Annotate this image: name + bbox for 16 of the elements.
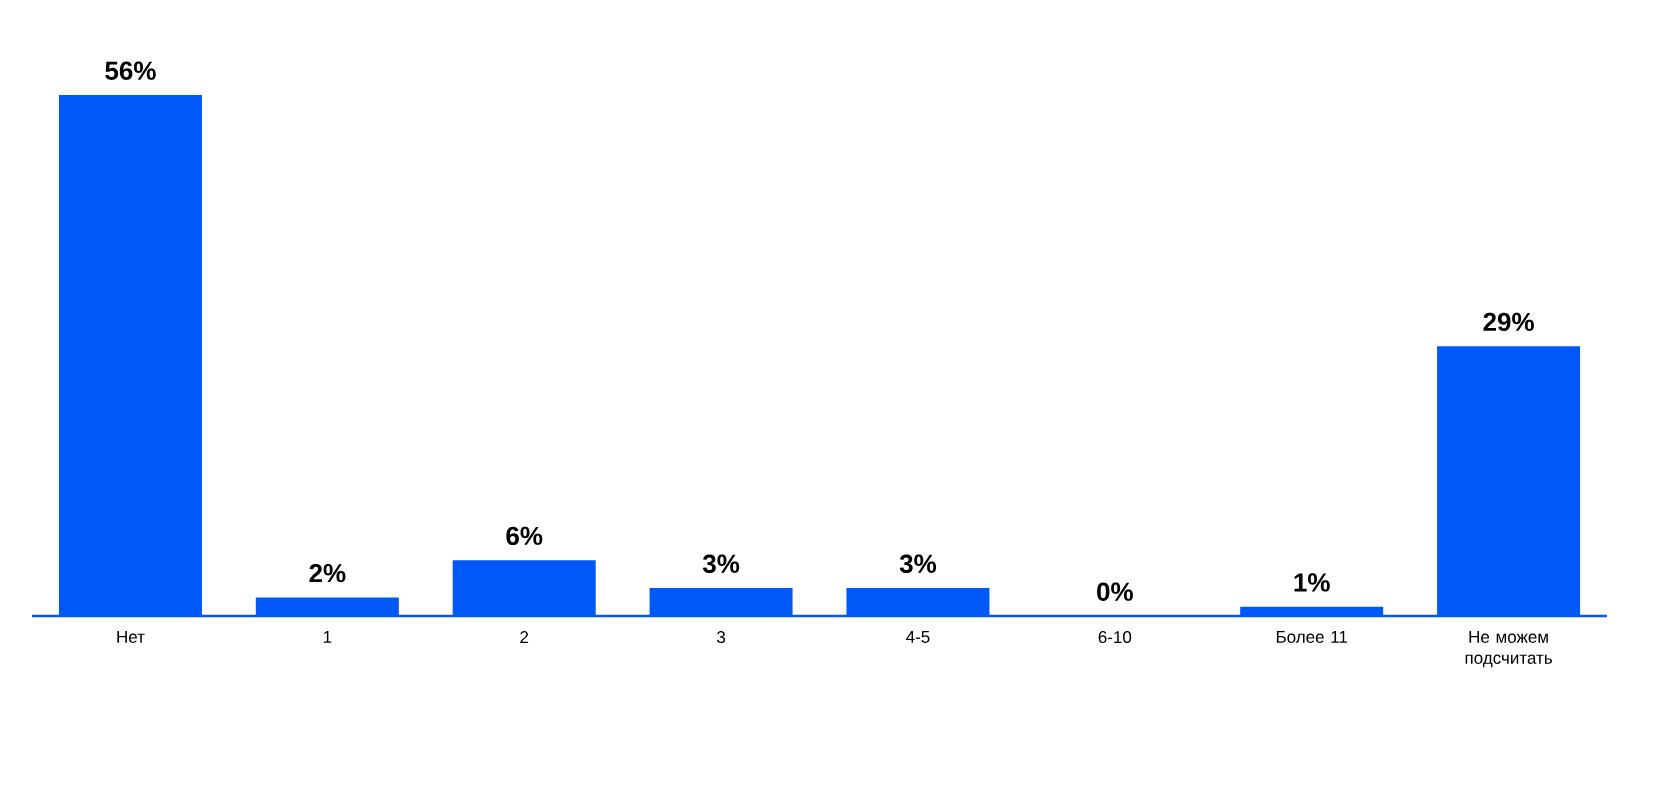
x-tick-label: 6-10 — [1098, 631, 1132, 644]
data-label: 3% — [899, 554, 937, 573]
x-tick-label: Более 11 — [1276, 631, 1348, 643]
x-tick-label: Нет — [117, 631, 145, 643]
x-tick-label: 4-5 — [906, 631, 930, 643]
data-label: 29% — [1483, 312, 1534, 332]
x-tick-label: 2 — [520, 631, 529, 643]
x-tick-label: 3 — [717, 631, 726, 644]
data-label: 56% — [105, 61, 156, 80]
data-label: 1% — [1294, 573, 1330, 592]
x-tick-label: Не можем подсчитать — [1465, 631, 1552, 668]
x-tick-label: 1 — [323, 631, 332, 643]
data-label: 6% — [506, 526, 543, 546]
data-label: 0% — [1097, 582, 1133, 601]
data-label: 3% — [702, 554, 740, 573]
data-label: 2% — [309, 563, 346, 583]
